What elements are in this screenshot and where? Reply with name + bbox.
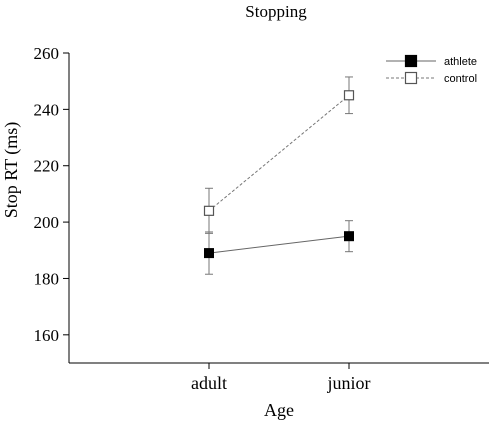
y-tick-label: 260 xyxy=(34,44,60,63)
data-point xyxy=(204,248,214,259)
y-tick-label: 160 xyxy=(34,326,60,345)
data-point xyxy=(344,231,354,242)
series-athlete xyxy=(204,220,354,275)
x-tick-label: adult xyxy=(191,373,227,393)
x-tick-label: junior xyxy=(327,373,371,393)
data-point xyxy=(343,90,355,101)
y-tick-label: 200 xyxy=(34,213,60,232)
legend-marker xyxy=(404,71,418,85)
y-ticks: 160 180 200 220 240 260 xyxy=(34,44,69,345)
legend-marker xyxy=(404,54,418,68)
legend-label: athlete xyxy=(444,56,477,68)
y-axis-label: Stop RT (ms) xyxy=(1,122,22,219)
y-axis: 160 180 200 220 240 260 xyxy=(34,44,70,363)
series-control xyxy=(203,76,355,234)
legend-item-athlete: athlete xyxy=(386,54,477,68)
legend: athlete control xyxy=(386,54,477,85)
y-tick-label: 180 xyxy=(34,269,60,288)
data-point xyxy=(203,205,215,216)
x-axis: adult junior xyxy=(69,362,489,393)
y-tick-label: 240 xyxy=(34,100,60,119)
x-axis-label: Age xyxy=(264,400,294,420)
legend-item-control: control xyxy=(386,71,477,85)
x-ticks: adult junior xyxy=(191,363,371,393)
y-tick-label: 220 xyxy=(34,157,60,176)
series-line-athlete xyxy=(208,235,350,254)
series-layer xyxy=(203,76,355,275)
series-line-control xyxy=(208,94,350,212)
chart-title: Stopping xyxy=(245,2,307,21)
legend-label: control xyxy=(444,73,477,85)
